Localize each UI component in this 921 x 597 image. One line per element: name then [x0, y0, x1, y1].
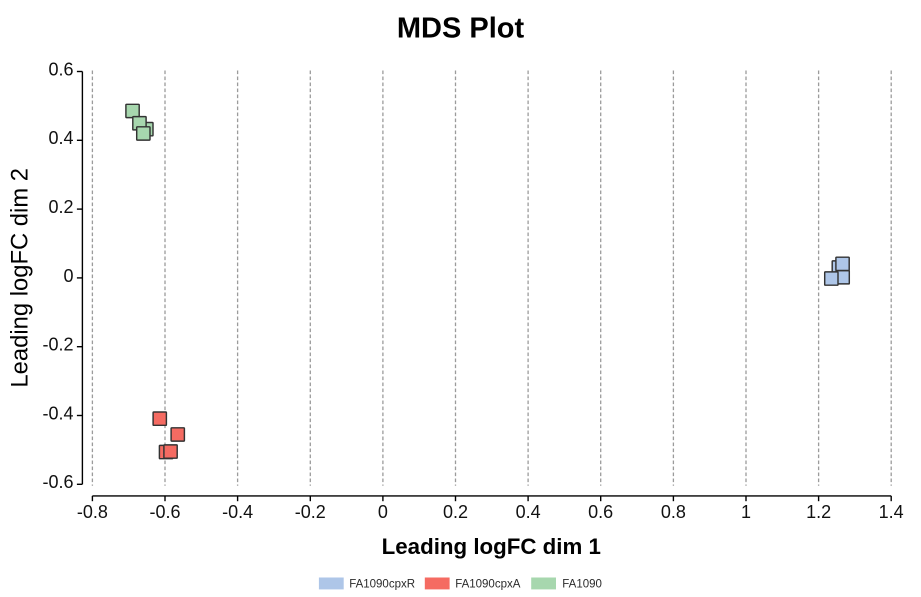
- svg-text:-0.6: -0.6: [42, 472, 73, 492]
- svg-text:FA1090cpxA: FA1090cpxA: [455, 579, 521, 591]
- svg-text:0.4: 0.4: [516, 502, 541, 522]
- svg-text:0.6: 0.6: [588, 502, 613, 522]
- svg-text:-0.2: -0.2: [42, 335, 73, 355]
- svg-text:MDS Plot: MDS Plot: [397, 13, 525, 45]
- svg-text:-0.2: -0.2: [295, 502, 326, 522]
- svg-text:1.2: 1.2: [806, 502, 831, 522]
- svg-text:FA1090: FA1090: [562, 579, 602, 591]
- svg-text:0.2: 0.2: [443, 502, 468, 522]
- svg-text:0.8: 0.8: [661, 502, 686, 522]
- svg-text:-0.6: -0.6: [149, 502, 180, 522]
- svg-text:-0.4: -0.4: [42, 403, 73, 423]
- svg-text:0.6: 0.6: [48, 59, 73, 79]
- svg-text:Leading logFC dim 1: Leading logFC dim 1: [382, 534, 601, 559]
- svg-text:1: 1: [741, 502, 751, 522]
- svg-text:0: 0: [378, 502, 388, 522]
- svg-text:0.4: 0.4: [48, 128, 73, 148]
- svg-text:0: 0: [63, 266, 73, 286]
- svg-text:-0.8: -0.8: [77, 502, 108, 522]
- svg-text:0.2: 0.2: [48, 197, 73, 217]
- svg-text:Leading logFC dim 2: Leading logFC dim 2: [7, 168, 34, 388]
- svg-text:1.4: 1.4: [879, 502, 904, 522]
- svg-text:FA1090cpxR: FA1090cpxR: [349, 579, 415, 591]
- svg-text:-0.4: -0.4: [222, 502, 253, 522]
